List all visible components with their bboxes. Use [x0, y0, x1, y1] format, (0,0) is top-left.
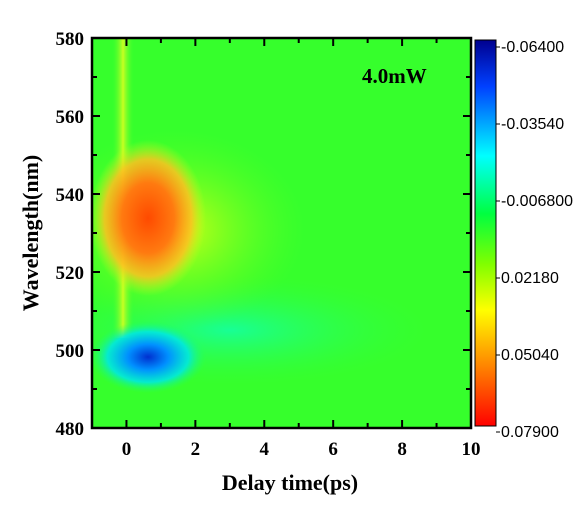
y-tick-label: 500 [56, 341, 85, 362]
positive-signal-region [92, 140, 206, 296]
colorbar-label: -0.06400 [501, 39, 564, 56]
y-axis-ticks: 480 500 520 540 560 580 [56, 29, 471, 440]
colorbar-label: 0.05040 [501, 347, 559, 364]
colorbar-label: 0.07900 [501, 424, 559, 441]
y-tick-label: 540 [56, 185, 85, 206]
x-tick-label: 10 [462, 439, 481, 460]
colorbar-label: 0.02180 [501, 270, 559, 287]
y-axis-label: Wavelength(nm) [18, 155, 43, 311]
x-tick-label: 8 [397, 439, 407, 460]
x-tick-label: 2 [191, 439, 201, 460]
heatmap-features [92, 38, 471, 428]
x-tick-label: 6 [328, 439, 338, 460]
negative-signal-region [92, 321, 206, 393]
x-tick-label: 4 [260, 439, 270, 460]
colorbar-labels: -0.06400 -0.03540 -0.006800 0.02180 0.05040 0… [496, 39, 573, 441]
x-tick-label: 0 [122, 439, 132, 460]
colorbar-label: -0.03540 [501, 116, 564, 133]
y-tick-label: 580 [56, 29, 85, 50]
colorbar-label: -0.006800 [501, 193, 573, 210]
y-tick-label: 480 [56, 419, 85, 440]
colorbar [474, 39, 497, 427]
annotation-power: 4.0mW [362, 64, 427, 88]
x-axis-label: Delay time(ps) [222, 470, 358, 495]
y-tick-label: 520 [56, 263, 85, 284]
x-axis-ticks: 0 2 4 6 8 10 [91, 38, 481, 460]
y-tick-label: 560 [56, 107, 85, 128]
